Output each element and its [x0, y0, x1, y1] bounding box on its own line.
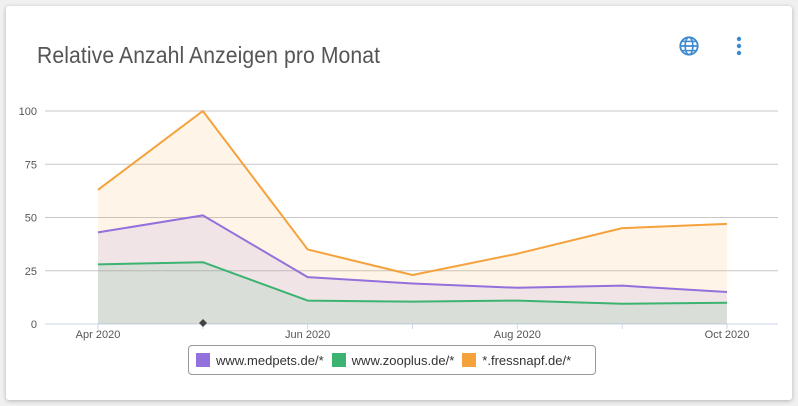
data-point: [726, 223, 728, 225]
data-point: [621, 284, 623, 286]
legend-swatch: [196, 353, 210, 367]
data-point: [202, 214, 204, 216]
data-point: [97, 263, 99, 265]
legend-label: www.zooplus.de/*: [351, 352, 455, 368]
data-point: [202, 261, 204, 263]
legend-label: www.medpets.de/*: [216, 352, 324, 368]
y-tick-label: 25: [25, 266, 37, 278]
series-area: [98, 215, 727, 324]
axis-marker-icon: [199, 319, 207, 327]
x-tick-label: Apr 2020: [76, 329, 121, 341]
y-tick-label: 50: [25, 213, 37, 225]
data-point: [202, 110, 204, 112]
series-area: [98, 262, 727, 324]
x-tick-label: Oct 2020: [705, 329, 750, 341]
y-tick-label: 0: [31, 319, 37, 331]
legend-item[interactable]: www.medpets.de/*: [196, 353, 324, 368]
data-point: [516, 299, 518, 301]
chart-title: Relative Anzahl Anzeigen pro Monat: [37, 42, 381, 68]
globe-icon[interactable]: [675, 32, 703, 60]
data-point: [726, 302, 728, 304]
legend-swatch: [331, 353, 346, 367]
legend-swatch: [462, 353, 477, 367]
legend-item[interactable]: www.zooplus.de/*: [331, 352, 455, 368]
more-vert-icon[interactable]: [725, 32, 753, 60]
data-point: [621, 227, 623, 229]
data-point: [411, 300, 413, 302]
data-point: [411, 282, 413, 284]
series-line: [97, 110, 728, 277]
data-point: [97, 231, 99, 233]
series-area: [98, 111, 727, 324]
x-tick-label: Jun 2020: [285, 329, 330, 341]
x-tick-label: Aug 2020: [494, 329, 541, 341]
data-point: [726, 291, 728, 293]
chart-card: Relative Anzahl Anzeigen pro Monat: [6, 6, 792, 400]
legend-label: *.fressnapf.de/*: [482, 352, 572, 368]
y-tick-label: 75: [25, 159, 37, 171]
data-point: [306, 299, 308, 301]
data-point: [306, 276, 308, 278]
data-point: [411, 274, 413, 276]
data-point: [516, 253, 518, 255]
data-point: [621, 303, 623, 305]
legend-item[interactable]: *.fressnapf.de/*: [462, 353, 571, 368]
y-tick-label: 100: [19, 106, 37, 118]
series-line: [97, 214, 728, 294]
data-point: [516, 287, 518, 289]
data-point: [306, 248, 308, 250]
data-point: [97, 189, 99, 191]
chart-legend: www.medpets.de/* www.zooplus.de/* *.fressn…: [188, 345, 596, 375]
series-line: [97, 261, 728, 305]
